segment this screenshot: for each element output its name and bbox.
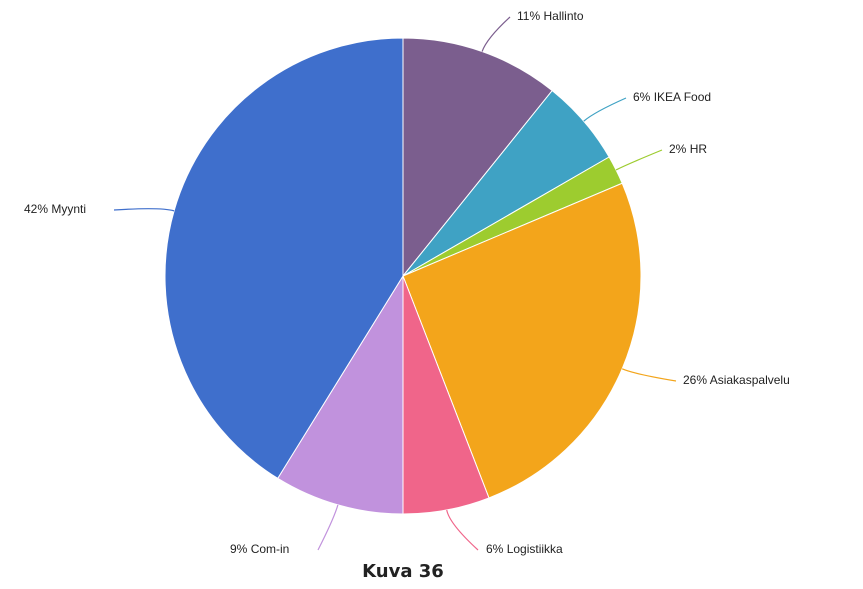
slice-value-label: 6% [633,90,651,104]
slice-value-label: 42% [24,202,48,216]
leader-line [583,97,627,122]
leader-line [615,149,663,171]
slice-label: 9% Com-in [230,542,289,556]
slice-value-label: 6% [486,542,504,556]
slice-category: IKEA Food [654,90,711,104]
slice-label: 2% HR [669,142,707,156]
slice-label: 42% Myynti [24,202,86,216]
pie-slice [402,37,553,278]
slice-category: HR [690,142,708,156]
leader-line [621,368,677,382]
pie-slice [277,274,404,515]
slice-category: Com-in [251,542,290,556]
slice-label: 26% Asiakaspalvelu [683,373,790,387]
leader-line [481,16,511,52]
slice-category: Hallinto [543,9,583,23]
slice-value-label: 2% [669,142,687,156]
slice-label: 6% IKEA Food [633,90,711,104]
slice-value-label: 11% [517,9,540,23]
leader-line [446,509,479,551]
slice-category: Logistiikka [507,542,563,556]
slice-label: 11% Hallinto [517,9,584,23]
leader-line [317,504,339,551]
slice-value-label: 26% [683,373,707,387]
caption: Kuva 36 [362,561,444,582]
slice-category: Myynti [51,202,86,216]
slice-value-label: 9% [230,542,248,556]
slice-category: Asiakaspalvelu [710,373,790,387]
slice-label: 6% Logistiikka [486,542,563,556]
leader-line [113,208,175,212]
